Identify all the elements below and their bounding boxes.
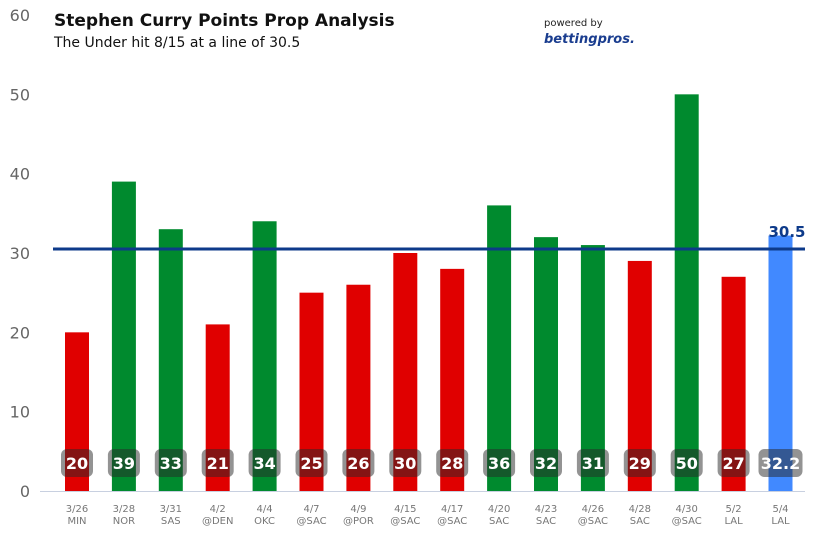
y-tick-label: 50 [10,85,30,104]
x-tick-date: 5/4 [772,504,788,515]
x-tick-date: 4/17 [441,504,463,515]
y-tick-label: 30 [10,244,30,263]
bar [252,221,277,491]
x-tick-date: 4/2 [210,504,226,515]
bar [487,205,512,491]
chart-subtitle: The Under hit 8/15 at a line of 30.5 [54,35,301,51]
x-tick-opponent: MIN [67,516,86,527]
bar [768,235,793,491]
value-label: 29 [629,454,651,473]
x-tick-date: 3/31 [160,504,182,515]
y-tick-label: 0 [20,482,30,501]
y-tick-label: 20 [10,323,30,342]
value-label: 27 [722,454,744,473]
value-label-box [107,449,140,477]
x-tick-opponent: @POR [343,516,374,527]
x-tick-opponent: SAC [489,516,509,527]
y-tick-label: 40 [10,165,30,184]
x-tick-opponent: LAL [724,516,743,527]
x-tick-opponent: SAC [630,516,650,527]
value-label: 30 [394,454,416,473]
x-tick-opponent: @SAC [296,516,326,527]
value-label-box [436,449,469,477]
value-label-box [61,449,93,477]
value-label-box [576,449,609,477]
bar [674,94,699,491]
x-tick-date: 4/15 [394,504,416,515]
value-label: 34 [253,454,275,473]
x-tick-opponent: SAS [161,516,181,527]
chart-title: Stephen Curry Points Prop Analysis [54,11,395,31]
value-label-box [717,449,750,477]
value-label: 36 [488,454,510,473]
value-label-box [201,449,234,477]
x-tick-date: 4/30 [675,504,697,515]
x-tick-opponent: @DEN [202,516,234,527]
value-label-box [670,449,703,477]
x-tick-opponent: @SAC [672,516,702,527]
bar [111,181,136,491]
value-label: 21 [207,454,229,473]
x-tick-opponent: OKC [254,516,275,527]
value-label-box [389,449,422,477]
y-tick-label: 60 [10,6,30,25]
x-tick-opponent: @SAC [390,516,420,527]
x-tick-date: 4/4 [257,504,273,515]
value-label: 26 [347,454,369,473]
value-label-box [295,449,328,477]
value-label: 50 [676,454,698,473]
value-label-box [154,449,187,477]
value-label: 32.2 [761,454,800,473]
value-label: 32 [535,454,557,473]
x-tick-date: 3/26 [66,504,88,515]
value-label: 33 [160,454,182,473]
x-tick-opponent: @SAC [437,516,467,527]
bettingpros-logo: bettingpros. [544,32,635,47]
value-label: 25 [300,454,322,473]
x-tick-opponent: @SAC [578,516,608,527]
value-label: 39 [113,454,135,473]
value-label-box [342,449,375,477]
x-tick-date: 4/9 [350,504,366,515]
value-label-box [530,449,562,477]
x-tick-date: 4/7 [303,504,319,515]
value-label: 31 [582,454,604,473]
value-label: 28 [441,454,463,473]
x-tick-date: 4/23 [535,504,557,515]
x-tick-opponent: SAC [536,516,556,527]
value-label-box [758,449,803,477]
bar [158,229,183,491]
value-label-box [248,449,281,477]
x-tick-date: 4/26 [582,504,604,515]
prop-line-label: 30.5 [768,223,805,241]
x-tick-date: 5/2 [726,504,742,515]
value-label-box [623,449,656,477]
x-tick-date: 4/28 [629,504,651,515]
value-label: 20 [66,454,88,473]
bar [534,237,558,491]
y-tick-label: 10 [10,403,30,422]
x-tick-date: 3/28 [113,504,135,515]
x-tick-opponent: LAL [771,516,790,527]
powered-by-text: powered by [544,18,603,29]
value-label-box [483,449,516,477]
x-tick-opponent: NOR [113,516,135,527]
x-tick-date: 4/20 [488,504,510,515]
